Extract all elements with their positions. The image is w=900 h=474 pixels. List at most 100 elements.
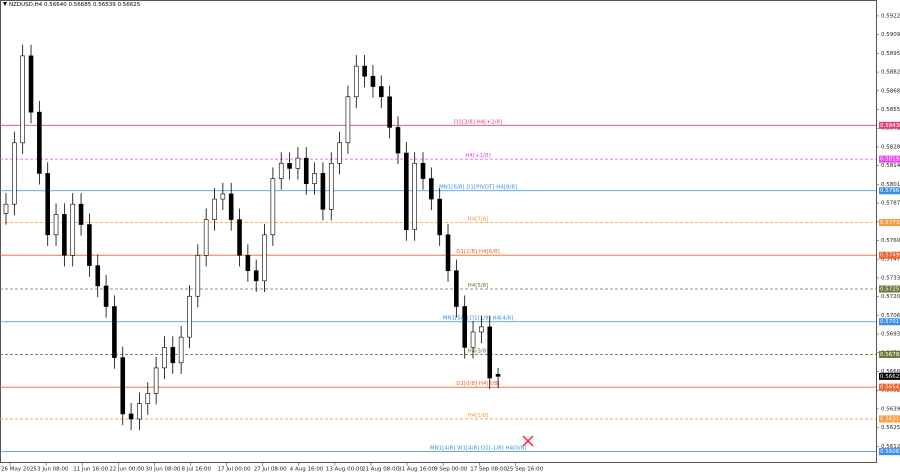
level-label: MN1[5/8] D1[1/8] H4[4/8] [443, 316, 514, 322]
candle-body [262, 234, 267, 282]
candle-body [253, 270, 259, 282]
y-tick-label: 0.57875 [881, 201, 900, 207]
level-label: MN1[4/8] W1[4/8] D1[-1/8] H4[0/8] [430, 446, 526, 452]
y-tick-label: 0.57065 [881, 313, 900, 319]
candle-body [112, 306, 117, 358]
candle-body [270, 178, 276, 236]
candle-body [237, 219, 242, 256]
candle-body [345, 96, 351, 144]
candle-body [487, 326, 493, 379]
candle-body [170, 347, 176, 364]
candle-body [137, 403, 142, 420]
x-tick-label: 4 Aug 16:00 [290, 467, 324, 473]
candle-body [312, 173, 317, 184]
candle-body [187, 295, 192, 338]
candle-body [128, 413, 134, 420]
level-price-box [879, 121, 900, 129]
candle-body [479, 326, 484, 333]
level-price-label: 0.56082 [880, 449, 900, 455]
x-tick-label: 17 Sep 08:00 [470, 467, 507, 473]
x-tick-label: 25 Sep 16:00 [506, 467, 543, 473]
candle-body [353, 65, 359, 98]
level-price-label: 0.57499 [880, 253, 900, 259]
x-tick-label: 27 Jul 08:00 [254, 467, 287, 473]
y-tick-label: 0.57335 [881, 275, 900, 281]
x-tick-label: 8 Jul 16:00 [182, 467, 212, 473]
chart-title: NZDUSD,H4 0.56640 0.56685 0.56539 0.5662… [9, 2, 141, 8]
candle-body [437, 198, 442, 236]
level-price-label: 0.56318 [880, 416, 900, 422]
candle-body [454, 270, 459, 307]
level-price-box [879, 415, 900, 423]
x-tick-label: 17 Jul 00:00 [218, 467, 251, 473]
level-price-label: 0.57255 [880, 287, 900, 293]
candle-body [37, 111, 42, 174]
candle-body [53, 214, 59, 236]
current-price-label: 0.56625 [880, 374, 900, 380]
candle-body [278, 162, 284, 179]
levels: D1[3/8] H4[+2/8] H4[+1/8] MN1[6/8] D1[PIVO… [0, 119, 876, 453]
candle-body [78, 203, 84, 225]
candle-body [20, 55, 25, 144]
candle-body [103, 285, 109, 307]
candle-body [62, 214, 67, 256]
x-tick-label: 30 Jun 08:00 [145, 467, 180, 473]
level-price-box [879, 285, 900, 293]
candle-body [87, 224, 92, 266]
x-tick-label: 3 Jun 08:00 [37, 467, 69, 473]
candle-body [220, 193, 226, 200]
level-price-label: 0.57735 [880, 220, 900, 226]
level-price-label: 0.57964 [880, 188, 900, 194]
level-label: H4[7/8] [468, 216, 489, 222]
x-tick-label: 26 May 2025 [1, 467, 37, 473]
level-price-label: 0.58192 [880, 157, 900, 163]
level-label: H4[+1/8] [465, 153, 490, 159]
candle-body [203, 219, 209, 256]
level-label: H4[1/8] [468, 413, 489, 419]
candle-body [495, 373, 501, 377]
level-label: D1[2/8] H4[6/8] [456, 249, 499, 255]
level-price-label: 0.57019 [880, 319, 900, 325]
level-label: H4[5/8] [468, 283, 489, 289]
level-price-box [879, 318, 900, 326]
level-price-label: 0.56547 [880, 385, 900, 391]
candle-body [95, 265, 101, 287]
level-price-box [879, 383, 900, 391]
candle-body [445, 234, 451, 272]
x-tick-label: 31 Aug 16:00 [398, 467, 436, 473]
level-price-box [879, 218, 900, 226]
level-price-box [879, 350, 900, 358]
candle-body [362, 65, 367, 77]
y-tick-label: 0.56255 [881, 425, 900, 431]
candle-body [287, 162, 292, 169]
candle-body [378, 86, 384, 98]
x-tick-label: 13 Aug 00:00 [326, 467, 364, 473]
candle-body [162, 347, 167, 369]
candle-body [70, 203, 76, 256]
cross-marker [522, 435, 534, 447]
candle-body [195, 255, 201, 297]
y-tick-label: 0.56120 [881, 444, 900, 450]
candle-body [420, 162, 426, 179]
candle-body [412, 162, 417, 230]
candle-body [462, 306, 468, 348]
title-marker [3, 2, 7, 6]
candle-body [295, 157, 301, 169]
x-tick-label: 9 Sep 00:00 [434, 467, 468, 473]
candle-body [228, 193, 234, 220]
y-tick-label: 0.58955 [881, 51, 900, 57]
candle-body [212, 198, 217, 220]
x-tick-label: 22 Jun 00:00 [109, 467, 144, 473]
candle-body [120, 357, 126, 415]
candle-body [3, 203, 9, 214]
